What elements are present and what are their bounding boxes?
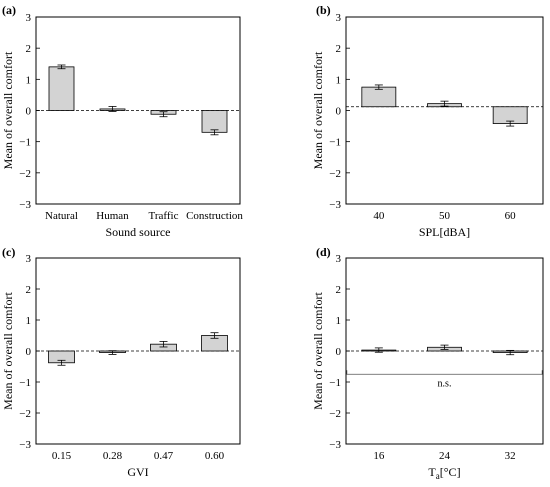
x-tick-label: 0.47 xyxy=(154,450,174,462)
x-tick-label: Construction xyxy=(186,210,243,222)
y-tick-label: 1 xyxy=(26,315,32,327)
y-tick-label: −2 xyxy=(329,168,341,180)
y-tick-label: 1 xyxy=(336,74,342,86)
error-bar xyxy=(506,349,515,356)
y-tick-label: −1 xyxy=(19,137,31,149)
error-bar xyxy=(57,359,66,366)
y-tick-label: 0 xyxy=(336,346,342,358)
x-tick-label: 50 xyxy=(439,210,451,222)
y-tick-label: −2 xyxy=(19,168,31,180)
x-tick-label: 32 xyxy=(505,450,516,462)
panel-label: (a) xyxy=(2,3,16,17)
y-tick-label: 2 xyxy=(336,284,342,296)
y-tick-label: 3 xyxy=(336,12,342,24)
y-tick-label: −3 xyxy=(329,439,341,451)
y-tick-label: −2 xyxy=(19,408,31,420)
bar xyxy=(361,86,397,108)
y-tick-label: 1 xyxy=(336,315,342,327)
error-bar xyxy=(108,350,117,355)
y-axis-label: Mean of overall comfort xyxy=(311,292,325,410)
error-bar xyxy=(108,106,117,112)
panel-label: (d) xyxy=(316,245,331,259)
x-axis-label: Ta[°C] xyxy=(428,465,460,481)
y-axis-label: Mean of overall comfort xyxy=(1,51,15,169)
y-tick-label: 2 xyxy=(26,43,32,55)
error-bar xyxy=(440,344,449,350)
x-tick-label: 40 xyxy=(373,210,385,222)
error-bar xyxy=(374,84,383,90)
panel-0: (a) 3 2 1 0 −1 −2 −3 Natural Human Traffic Construc… xyxy=(1,3,243,239)
panel-1: (b) 3 2 1 0 −1 −2 −3 40 50 60 SPL[dBA] Mean of overa… xyxy=(311,3,544,239)
x-axis-label: SPL[dBA] xyxy=(419,225,470,239)
x-tick-label: Traffic xyxy=(149,210,179,222)
y-tick-label: 2 xyxy=(336,43,342,55)
error-bar xyxy=(210,332,219,339)
x-tick-label: 0.28 xyxy=(103,450,123,462)
x-tick-label: 0.15 xyxy=(52,450,72,462)
x-axis-label: GVI xyxy=(127,465,148,479)
error-bar xyxy=(374,347,383,353)
y-tick-label: −3 xyxy=(19,439,31,451)
y-tick-label: −3 xyxy=(329,199,341,211)
error-bar xyxy=(506,120,515,127)
panel-2: (c) 3 2 1 0 −1 −2 −3 0.15 0.28 0.47 0.60 GVI Mean of … xyxy=(1,245,241,479)
significance-bracket xyxy=(346,370,543,375)
y-axis-label: Mean of overall comfort xyxy=(1,292,15,410)
y-tick-label: 3 xyxy=(26,12,32,24)
y-tick-label: 3 xyxy=(26,253,32,265)
error-bar xyxy=(57,64,66,70)
bar xyxy=(201,110,228,133)
panel-label: (b) xyxy=(316,3,331,17)
error-bar xyxy=(159,340,168,348)
x-tick-label: 0.60 xyxy=(205,450,225,462)
error-bar xyxy=(210,129,219,136)
y-tick-label: 0 xyxy=(336,106,342,118)
y-tick-label: 0 xyxy=(26,106,32,118)
y-tick-label: 0 xyxy=(26,346,32,358)
x-tick-label: 16 xyxy=(373,450,385,462)
y-tick-label: −1 xyxy=(329,377,341,389)
y-tick-label: 1 xyxy=(26,74,32,86)
x-tick-label: 60 xyxy=(505,210,517,222)
panel-label: (c) xyxy=(2,245,15,259)
x-axis-label: Sound source xyxy=(106,225,171,239)
significance-label: n.s. xyxy=(438,378,452,389)
y-tick-label: −1 xyxy=(329,137,341,149)
x-tick-label: Natural xyxy=(45,210,78,222)
y-tick-label: −3 xyxy=(19,199,31,211)
y-tick-label: −1 xyxy=(19,377,31,389)
error-bar xyxy=(440,100,449,107)
y-tick-label: −2 xyxy=(329,408,341,420)
bar xyxy=(48,66,75,111)
y-tick-label: 3 xyxy=(336,253,342,265)
x-tick-label: 24 xyxy=(439,450,451,462)
error-bar xyxy=(159,111,168,118)
y-tick-label: 2 xyxy=(26,284,32,296)
x-tick-label: Human xyxy=(96,210,129,222)
y-axis-label: Mean of overall comfort xyxy=(311,51,325,169)
